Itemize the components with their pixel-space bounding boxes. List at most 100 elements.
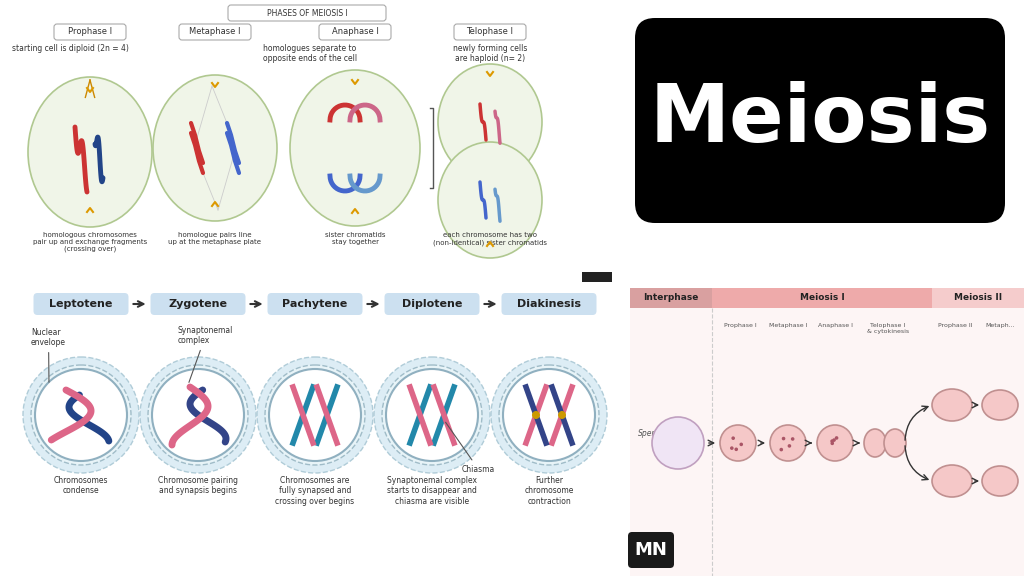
Circle shape [532, 411, 540, 419]
Ellipse shape [499, 365, 599, 465]
Ellipse shape [28, 77, 152, 227]
Text: Diplotene: Diplotene [401, 299, 462, 309]
Ellipse shape [932, 465, 972, 497]
Text: Meiosis II: Meiosis II [954, 294, 1002, 302]
Ellipse shape [720, 425, 756, 461]
Bar [0, 288, 630, 576]
Ellipse shape [382, 365, 482, 465]
Text: Interphase: Interphase [643, 294, 698, 302]
Text: starting cell is diploid (2n = 4): starting cell is diploid (2n = 4) [12, 44, 129, 53]
Ellipse shape [31, 365, 131, 465]
Ellipse shape [374, 357, 490, 473]
Text: homologues separate to
opposite ends of the cell: homologues separate to opposite ends of … [263, 44, 357, 63]
Circle shape [734, 448, 738, 451]
Text: Prophase II: Prophase II [938, 323, 973, 328]
Text: each chromosome has two
(non-identical) sister chromatids: each chromosome has two (non-identical) … [433, 232, 547, 245]
Text: Chiasma: Chiasma [445, 422, 496, 474]
Ellipse shape [152, 369, 244, 461]
Bar [582, 272, 612, 282]
FancyBboxPatch shape [34, 293, 128, 315]
Text: sister chromatids
stay together: sister chromatids stay together [325, 232, 385, 245]
Ellipse shape [140, 357, 256, 473]
FancyBboxPatch shape [454, 24, 526, 40]
Ellipse shape [884, 429, 906, 457]
Text: Nuclear
envelope: Nuclear envelope [31, 328, 66, 382]
Circle shape [731, 437, 735, 440]
Text: Meiosis I: Meiosis I [800, 294, 845, 302]
Text: Further
chromosome
contraction: Further chromosome contraction [524, 476, 573, 506]
FancyBboxPatch shape [54, 24, 126, 40]
FancyBboxPatch shape [384, 293, 479, 315]
Circle shape [830, 439, 834, 443]
Ellipse shape [269, 369, 361, 461]
Bar [630, 288, 712, 308]
Ellipse shape [652, 417, 705, 469]
Bar [932, 288, 1024, 308]
Text: Chromosomes are
fully synapsed and
crossing over begins: Chromosomes are fully synapsed and cross… [275, 476, 354, 506]
Circle shape [739, 442, 743, 446]
Ellipse shape [386, 369, 478, 461]
Ellipse shape [438, 64, 542, 180]
FancyBboxPatch shape [635, 18, 1005, 223]
Ellipse shape [148, 365, 248, 465]
Text: Telophase I: Telophase I [467, 28, 513, 36]
Text: homologous chromosomes
pair up and exchange fragments
(crossing over): homologous chromosomes pair up and excha… [33, 232, 147, 252]
FancyBboxPatch shape [319, 24, 391, 40]
Circle shape [779, 448, 783, 452]
Ellipse shape [35, 369, 127, 461]
Ellipse shape [932, 389, 972, 421]
Text: PHASES OF MEIOSIS I: PHASES OF MEIOSIS I [266, 9, 347, 17]
Text: Leptotene: Leptotene [49, 299, 113, 309]
Text: Prophase I: Prophase I [724, 323, 757, 328]
Text: Metaphase I: Metaphase I [189, 28, 241, 36]
Text: Anaphase I: Anaphase I [817, 323, 853, 328]
Text: MN: MN [635, 541, 668, 559]
FancyBboxPatch shape [179, 24, 251, 40]
Circle shape [558, 411, 566, 419]
Text: Chromosomes
condense: Chromosomes condense [53, 476, 109, 495]
Text: Diakinesis: Diakinesis [517, 299, 581, 309]
Bar [630, 288, 1024, 576]
Text: Pachytene: Pachytene [283, 299, 347, 309]
FancyBboxPatch shape [151, 293, 246, 315]
Ellipse shape [153, 75, 278, 221]
Text: Synaptonemal complex
starts to disappear and
chiasma are visible: Synaptonemal complex starts to disappear… [387, 476, 477, 506]
Text: Anaphase I: Anaphase I [332, 28, 379, 36]
Bar [0, 0, 620, 288]
Ellipse shape [503, 369, 595, 461]
Text: homologue pairs line
up at the metaphase plate: homologue pairs line up at the metaphase… [169, 232, 261, 245]
Ellipse shape [982, 390, 1018, 420]
Ellipse shape [864, 429, 886, 457]
Ellipse shape [817, 425, 853, 461]
Ellipse shape [257, 357, 373, 473]
Text: Synaptonemal
complex: Synaptonemal complex [178, 325, 233, 382]
Text: newly forming cells
are haploid (n= 2): newly forming cells are haploid (n= 2) [453, 44, 527, 63]
Circle shape [781, 437, 785, 441]
Circle shape [730, 446, 733, 450]
FancyBboxPatch shape [228, 5, 386, 21]
Ellipse shape [490, 357, 607, 473]
Ellipse shape [265, 365, 365, 465]
Ellipse shape [770, 425, 806, 461]
FancyBboxPatch shape [628, 532, 674, 568]
Bar [712, 288, 932, 308]
Ellipse shape [982, 466, 1018, 496]
Text: Zygotene: Zygotene [169, 299, 227, 309]
FancyBboxPatch shape [502, 293, 597, 315]
FancyBboxPatch shape [267, 293, 362, 315]
Circle shape [791, 437, 795, 441]
Circle shape [787, 444, 792, 448]
Ellipse shape [290, 70, 420, 226]
Text: Chromosome pairing
and synapsis begins: Chromosome pairing and synapsis begins [158, 476, 238, 495]
Text: Spermatocyte: Spermatocyte [638, 429, 692, 438]
Circle shape [833, 438, 836, 442]
Text: Telophase I
& cytokinesis: Telophase I & cytokinesis [867, 323, 909, 334]
Circle shape [835, 436, 839, 439]
Ellipse shape [438, 142, 542, 258]
Text: Metaphase I: Metaphase I [769, 323, 807, 328]
Text: Meiosis: Meiosis [649, 81, 990, 159]
Text: Prophase I: Prophase I [68, 28, 112, 36]
Ellipse shape [23, 357, 139, 473]
Circle shape [830, 442, 835, 445]
Text: Metaph...: Metaph... [985, 323, 1015, 328]
